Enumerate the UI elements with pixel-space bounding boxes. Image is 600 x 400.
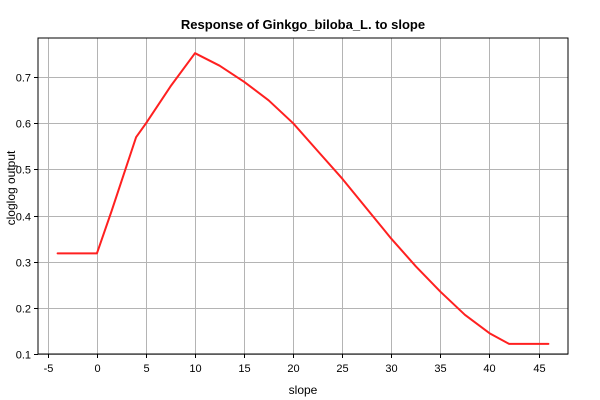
x-tick-label: 10 [189,363,201,375]
y-tick-label: 0.7 [16,73,31,85]
y-tick-label: 0.2 [16,304,31,316]
y-axis-ticks: 0.1 0.2 0.3 0.4 0.5 0.6 0.7 [16,73,38,362]
response-curve-line [56,52,550,345]
y-tick-label: 0.4 [16,212,31,224]
x-tick-label: -5 [44,363,54,375]
y-tick-label: 0.6 [16,119,31,131]
x-axis-ticks: -5 0 5 10 15 20 25 30 35 40 45 [44,354,546,375]
x-tick-label: 45 [533,363,545,375]
y-tick-label: 0.3 [16,258,31,270]
x-tick-label: 25 [336,363,348,375]
x-axis-label: slope [289,383,318,397]
plot-frame [37,37,569,355]
x-tick-label: 20 [287,363,299,375]
x-tick-label: 5 [143,363,149,375]
y-tick-label: 0.1 [16,350,31,362]
x-tick-label: 0 [94,363,100,375]
series-layer [56,52,550,345]
x-tick-label: 30 [385,363,397,375]
y-axis-label: cloglog output [4,150,18,225]
chart-title: Response of Ginkgo_biloba_L. to slope [181,17,425,32]
x-tick-label: 40 [483,363,495,375]
x-tick-label: 35 [434,363,446,375]
x-tick-label: 15 [238,363,250,375]
y-tick-label: 0.5 [16,165,31,177]
